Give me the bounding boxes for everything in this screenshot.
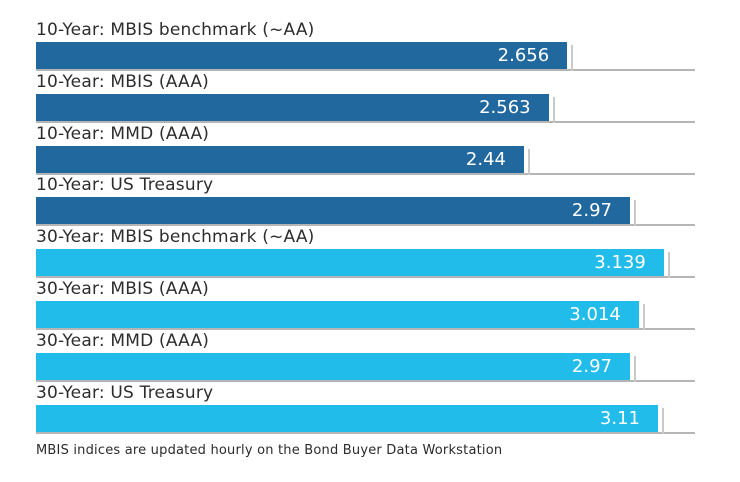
bar-row: 30-Year: US Treasury 3.11 — [36, 382, 695, 434]
bar-track: 3.014 — [36, 301, 695, 331]
bar-track: 2.44 — [36, 145, 695, 175]
category-label: 30-Year: MMD (AAA) — [36, 330, 210, 351]
bar-value-label: 2.563 — [479, 96, 531, 118]
bar-value-label: 2.44 — [465, 148, 506, 170]
bar-value-label: 2.97 — [571, 200, 612, 222]
bar-track: 2.97 — [36, 197, 695, 227]
category-label: 30-Year: MBIS (AAA) — [36, 279, 210, 300]
category-label: 10-Year: MMD (AAA) — [36, 123, 210, 144]
bar-row: 10-Year: MBIS (AAA) 2.563 — [36, 71, 695, 123]
category-label: 10-Year: US Treasury — [36, 175, 214, 196]
bar: 2.97 — [36, 352, 636, 382]
bar-row: 30-Year: MBIS benchmark (~AA) 3.139 — [36, 226, 695, 279]
bar-row: 10-Year: MMD (AAA) 2.44 — [36, 123, 695, 175]
bar: 2.97 — [36, 197, 636, 227]
category-label: 30-Year: US Treasury — [36, 382, 214, 403]
bar-rows: 10-Year: MBIS benchmark (~AA) 2.656 10-Yea… — [36, 19, 740, 434]
bar-track: 2.563 — [36, 93, 695, 123]
bar-value-label: 2.656 — [497, 44, 550, 66]
category-label: 30-Year: MBIS benchmark (~AA) — [36, 227, 315, 248]
bar: 3.11 — [36, 404, 664, 434]
category-label: 10-Year: MBIS (AAA) — [36, 71, 210, 92]
bar-row: 30-Year: MBIS (AAA) 3.014 — [36, 278, 695, 331]
bar-row: 30-Year: MMD (AAA) 2.97 — [36, 330, 695, 382]
bar: 3.139 — [36, 249, 670, 279]
bar-row: 10-Year: MBIS benchmark (~AA) 2.656 — [36, 19, 695, 71]
category-label: 10-Year: MBIS benchmark (~AA) — [36, 19, 315, 40]
bond-yield-bar-chart: 10-Year: MBIS benchmark (~AA) 2.656 10-Yea… — [36, 19, 740, 458]
bar-track: 2.97 — [36, 352, 695, 382]
chart-footnote: MBIS indices are updated hourly on the B… — [36, 442, 503, 458]
bar-track: 2.656 — [36, 41, 695, 71]
bar-value-label: 3.139 — [594, 252, 646, 274]
bar-value-label: 3.014 — [569, 304, 621, 326]
bar: 2.563 — [36, 93, 555, 123]
bar-row: 10-Year: US Treasury 2.97 — [36, 175, 695, 227]
bar: 3.014 — [36, 301, 645, 331]
bar-value-label: 3.11 — [599, 407, 640, 429]
bar-value-label: 2.97 — [571, 355, 612, 377]
bar: 2.656 — [36, 41, 574, 71]
bar: 2.44 — [36, 145, 530, 175]
bar-track: 3.11 — [36, 404, 695, 434]
bar-track: 3.139 — [36, 249, 695, 279]
